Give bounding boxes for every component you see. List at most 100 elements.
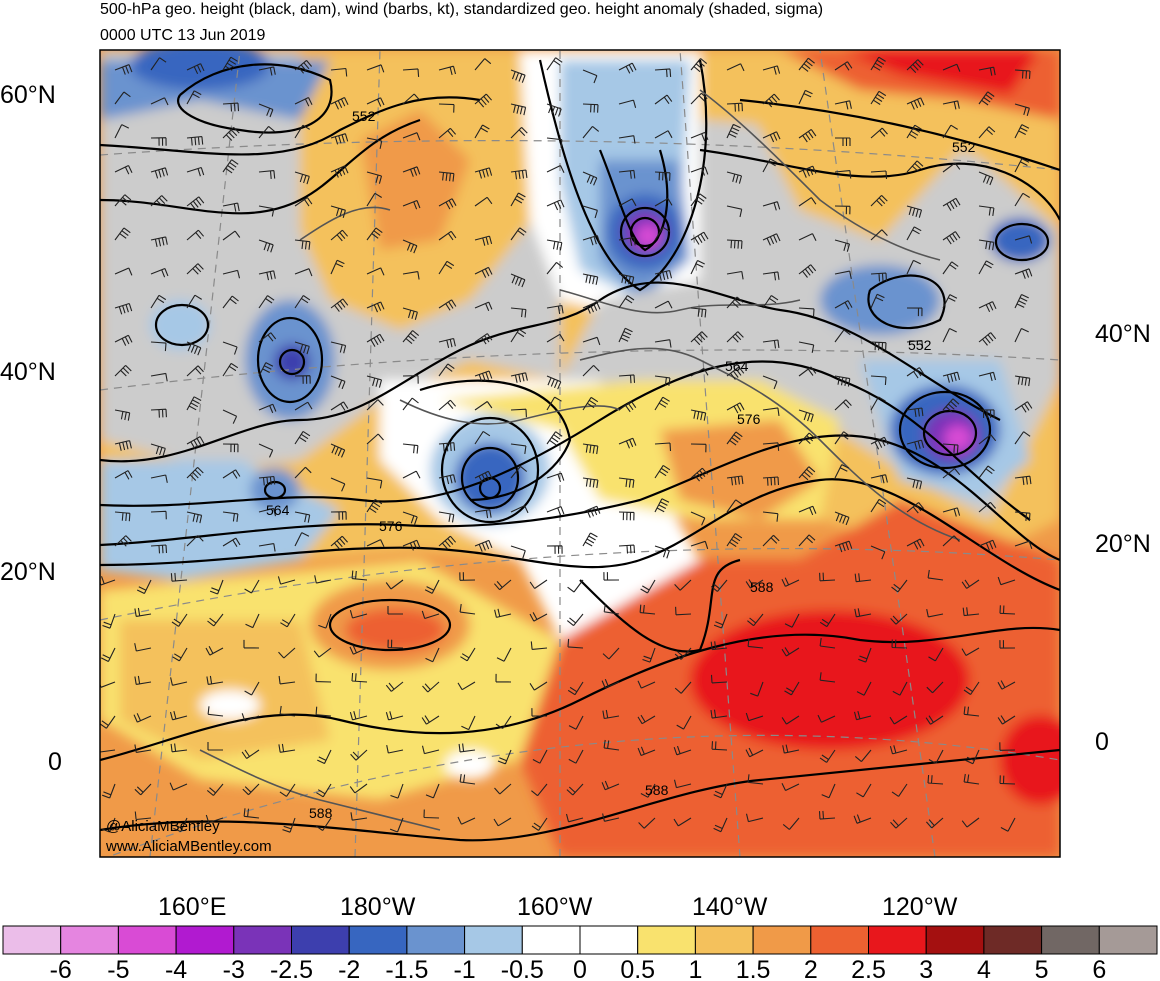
wind-barb	[510, 169, 528, 180]
wind-barb	[222, 537, 241, 547]
wind-barb	[834, 511, 850, 526]
wind-barb	[819, 672, 836, 683]
wind-barb	[222, 127, 240, 141]
colorbar-label: 2.5	[851, 956, 886, 981]
wind-barb	[978, 171, 994, 186]
wind-barb	[349, 645, 368, 655]
wind-barb	[294, 375, 311, 384]
wind-barb	[618, 477, 635, 488]
wind-barb	[926, 681, 944, 694]
wind-barb	[402, 93, 420, 105]
wind-barb	[294, 295, 311, 309]
wind-barb	[618, 135, 636, 144]
wind-barb	[172, 647, 188, 662]
wind-barb	[186, 396, 202, 411]
wind-barb	[690, 540, 709, 550]
wind-barb	[819, 572, 836, 582]
wind-barb	[1000, 817, 1016, 832]
wind-barb	[618, 99, 637, 108]
lon-labels-bottom: 160°E 180°W 160°W 140°W 120°W	[158, 893, 958, 921]
wind-barb	[114, 64, 133, 75]
wind-barb	[258, 543, 276, 552]
wind-barb	[186, 196, 205, 210]
wind-barb	[114, 440, 132, 451]
wind-barb	[402, 375, 419, 384]
wind-barb	[222, 269, 241, 279]
wind-barb	[927, 774, 944, 785]
wind-barb	[529, 612, 548, 622]
wind-barb	[726, 123, 741, 139]
wind-barb	[676, 715, 692, 730]
map-title: 500-hPa geo. height (black, dam), wind (…	[100, 1, 824, 18]
wind-barb	[389, 817, 404, 833]
wind-barb	[978, 66, 996, 76]
wind-barb	[978, 434, 997, 445]
wind-barb	[438, 103, 455, 113]
lat-label-left: 20°N	[0, 558, 56, 586]
wind-barb	[750, 681, 764, 697]
wind-barb	[114, 302, 133, 315]
wind-barb	[425, 783, 440, 799]
wind-barb	[603, 572, 620, 581]
lat-label-left: 60°N	[0, 81, 56, 109]
wind-barb	[438, 299, 457, 311]
wind-barb	[315, 673, 332, 683]
wind-barb	[726, 431, 743, 446]
wind-barb	[205, 646, 224, 656]
wind-barb	[1014, 268, 1033, 279]
wind-barb	[150, 267, 169, 278]
wind-barb	[798, 89, 813, 105]
wind-barb	[618, 62, 637, 74]
wind-barb	[618, 511, 635, 521]
wind-barb	[690, 409, 707, 421]
wind-barb	[222, 295, 239, 309]
wind-barb	[654, 68, 672, 78]
wind-barb	[745, 579, 764, 589]
wind-barb	[474, 301, 493, 312]
colorbar-label: 1	[688, 956, 702, 981]
wind-barb	[690, 443, 707, 453]
wind-barb	[618, 437, 637, 449]
wind-barb	[366, 375, 383, 388]
wind-barb	[690, 260, 705, 275]
wind-barb	[294, 124, 310, 139]
wind-barb	[817, 714, 836, 723]
wind-barb	[906, 439, 925, 450]
wind-barb	[258, 239, 274, 253]
wind-barb	[349, 783, 368, 794]
wind-barb	[438, 260, 455, 275]
wind-barb	[207, 742, 223, 751]
wind-barb	[834, 375, 851, 387]
wind-barb	[546, 239, 563, 251]
wind-barb	[906, 477, 923, 490]
wind-barb	[834, 270, 852, 280]
lat-label-right: 0	[1095, 728, 1109, 756]
wind-barb	[798, 432, 816, 445]
wind-barb	[493, 579, 512, 591]
wind-barb	[870, 272, 887, 282]
wind-barb	[674, 681, 692, 694]
wind-barb	[438, 230, 457, 241]
wind-barb	[245, 613, 260, 629]
wind-barb	[978, 332, 997, 346]
wind-barb	[294, 97, 313, 107]
wind-barb	[150, 137, 167, 146]
wind-barb	[546, 261, 564, 275]
colorbar-swatch	[925, 925, 985, 955]
wind-barb	[978, 239, 995, 251]
wind-barb	[602, 647, 620, 660]
wind-barb	[654, 545, 670, 559]
wind-barb	[942, 63, 961, 72]
wind-barb	[294, 268, 313, 277]
wind-barb	[854, 573, 872, 583]
wind-barb	[114, 165, 133, 175]
contour-label: 588	[309, 805, 333, 821]
wind-barb	[834, 100, 852, 110]
wind-barb	[978, 409, 995, 419]
wind-barb	[582, 301, 601, 314]
wind-barb	[100, 715, 116, 729]
wind-barb	[762, 93, 780, 108]
wind-barb	[186, 90, 202, 105]
wind-barb	[925, 715, 944, 725]
wind-barb	[673, 745, 692, 756]
